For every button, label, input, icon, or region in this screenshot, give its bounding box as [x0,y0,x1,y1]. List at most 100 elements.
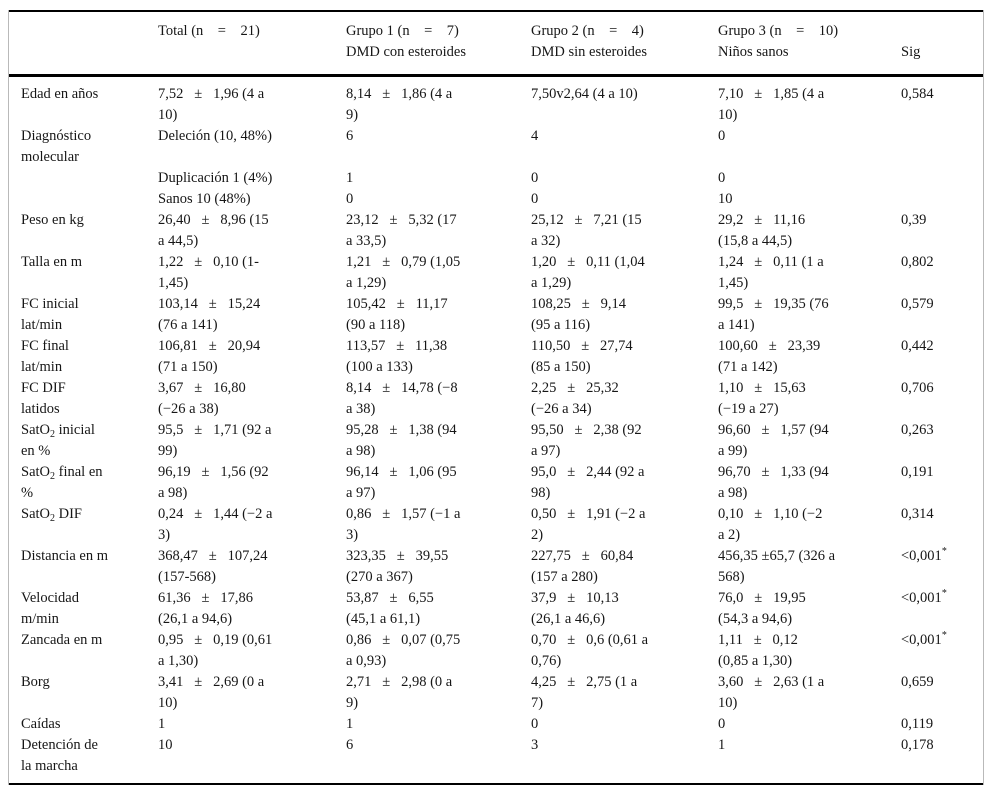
cell-total: 103,14 ± 15,24 (76 a 141) [158,296,261,333]
cell-sig: 0,584 [901,76,983,127]
cell-sig: 0,178 [901,735,983,784]
row-label: SatO2 DIF [9,504,158,546]
row-label [9,168,158,189]
row-label-text: FC DIF latidos [21,380,66,417]
cell-total: 61,36 ± 17,86 (26,1 a 94,6) [158,590,253,627]
cell-grupo2: 0,50 ± 1,91 (−2 a 2) [531,506,646,543]
table-row-talla: Talla en m 1,22 ± 0,10 (1- 1,45) 1,21 ± … [9,252,983,294]
row-label-subscript: 2 [50,513,55,524]
cell-sig: <0,001* [901,588,983,630]
cell-grupo3: 0 [718,716,726,732]
header-sig-spacer [901,11,983,42]
cell-grupo3: 96,70 ± 1,33 (94 a 98) [718,464,829,501]
cell-sig: <0,001* [901,630,983,672]
cell-grupo3: 3,60 ± 2,63 (1 a 10) [718,674,825,711]
table-row-fc-inicial: FC inicial lat/min 103,14 ± 15,24 (76 a … [9,294,983,336]
cell-grupo1: 113,57 ± 11,38 (100 a 133) [346,338,448,375]
sig-value: 0,659 [901,674,934,690]
cell-total: 0,24 ± 1,44 (−2 a 3) [158,506,273,543]
header-empty [9,42,158,77]
cell-sig: <0,001* [901,546,983,588]
sig-value: <0,001 [901,590,942,606]
cell-sig: 0,802 [901,252,983,294]
cell-grupo3: 1,11 ± 0,12 (0,85 a 1,30) [718,632,798,669]
cell-grupo2: 110,50 ± 27,74 (85 a 150) [531,338,633,375]
header-row-2: DMD con esteroides DMD sin esteroides Ni… [9,42,983,77]
row-label-text: Edad en años [21,86,99,102]
row-label-text: DIF [55,506,82,522]
cell-total: 3,67 ± 16,80 (−26 a 38) [158,380,246,417]
header-grupo1: Grupo 1 (n = 7) [346,23,459,39]
cell-grupo2: 4,25 ± 2,75 (1 a 7) [531,674,638,711]
cell-grupo3: 0,10 ± 1,10 (−2 a 2) [718,506,823,543]
cell-grupo2: 95,0 ± 2,44 (92 a 98) [531,464,645,501]
row-label: FC final lat/min [9,336,158,378]
cell-grupo2: 0 [531,191,539,207]
sig-value: <0,001 [901,548,942,564]
cell-grupo3: 100,60 ± 23,39 (71 a 142) [718,338,821,375]
table-row-peso: Peso en kg 26,40 ± 8,96 (15 a 44,5) 23,1… [9,210,983,252]
cell-sig: 0,659 [901,672,983,714]
row-label-text: Velocidad m/min [21,590,79,627]
row-label-text: SatO [21,422,50,438]
cell-grupo3: 96,60 ± 1,57 (94 a 99) [718,422,829,459]
significance-asterisk: * [941,630,947,641]
row-label-text: FC inicial lat/min [21,296,79,333]
header-row-1: Total (n = 21) Grupo 1 (n = 7) Grupo 2 (… [9,11,983,42]
row-label-text: Talla en m [21,254,82,270]
row-label-text: FC final lat/min [21,338,69,375]
cell-grupo1: 0 [346,191,354,207]
clinical-results-table-frame: Total (n = 21) Grupo 1 (n = 7) Grupo 2 (… [8,10,984,785]
row-label: FC DIF latidos [9,378,158,420]
cell-grupo2: 95,50 ± 2,38 (92 a 97) [531,422,642,459]
cell-grupo1: 96,14 ± 1,06 (95 a 97) [346,464,457,501]
row-label-subscript: 2 [50,471,55,482]
row-label: Peso en kg [9,210,158,252]
cell-grupo3: 76,0 ± 19,95 (54,3 a 94,6) [718,590,806,627]
cell-total: 7,52 ± 1,96 (4 a 10) [158,86,265,123]
row-label: Zancada en m [9,630,158,672]
sig-value: 0,178 [901,737,934,753]
row-label-text: Distancia en m [21,548,108,564]
cell-grupo1: 1 [346,170,354,186]
row-label: Detención de la marcha [9,735,158,784]
cell-grupo1: 323,35 ± 39,55 (270 a 367) [346,548,449,585]
cell-sig: 0,579 [901,294,983,336]
cell-grupo1: 0,86 ± 0,07 (0,75 a 0,93) [346,632,461,669]
cell-sig: 0,314 [901,504,983,546]
row-label: Talla en m [9,252,158,294]
header-empty [9,11,158,42]
row-label: Edad en años [9,76,158,127]
row-label: Diagnóstico molecular [9,126,158,168]
table-row-caidas: Caídas 1 1 0 0 0,119 [9,714,983,735]
table-row-diagnostico: Diagnóstico molecular Deleción (10, 48%)… [9,126,983,168]
row-label-text: SatO [21,464,50,480]
cell-sig: 0,191 [901,462,983,504]
sig-value: 0,579 [901,296,934,312]
cell-grupo2: 4 [531,128,539,144]
sig-value: 0,314 [901,506,934,522]
table-row-sato2-dif: SatO2 DIF 0,24 ± 1,44 (−2 a 3) 0,86 ± 1,… [9,504,983,546]
header-sig: Sig [901,42,983,77]
table-row-detencion: Detención de la marcha 10 6 3 1 0,178 [9,735,983,784]
table-row-zancada: Zancada en m 0,95 ± 0,19 (0,61 a 1,30) 0… [9,630,983,672]
cell-sig: 0,706 [901,378,983,420]
cell-grupo3: 29,2 ± 11,16 (15,8 a 44,5) [718,212,806,249]
significance-asterisk: * [941,588,947,599]
cell-sig: 0,263 [901,420,983,462]
header-grupo1-sub: DMD con esteroides [346,42,531,77]
table-row-sanos: Sanos 10 (48%) 0 0 10 [9,189,983,210]
row-label-text: Borg [21,674,50,690]
row-label-text: SatO [21,506,50,522]
cell-grupo1: 53,87 ± 6,55 (45,1 a 61,1) [346,590,434,627]
cell-grupo1: 1 [346,716,354,732]
cell-grupo1: 6 [346,737,354,753]
row-label: Velocidad m/min [9,588,158,630]
header-grupo3-sub: Niños sanos [718,42,901,77]
cell-grupo3: 456,35 ±65,7 (326 a 568) [718,548,836,585]
cell-grupo2: 37,9 ± 10,13 (26,1 a 46,6) [531,590,619,627]
cell-grupo2: 7,50v2,64 (4 a 10) [531,86,638,102]
cell-grupo1: 105,42 ± 11,17 (90 a 118) [346,296,448,333]
cell-sig [901,126,983,168]
cell-grupo1: 6 [346,128,354,144]
